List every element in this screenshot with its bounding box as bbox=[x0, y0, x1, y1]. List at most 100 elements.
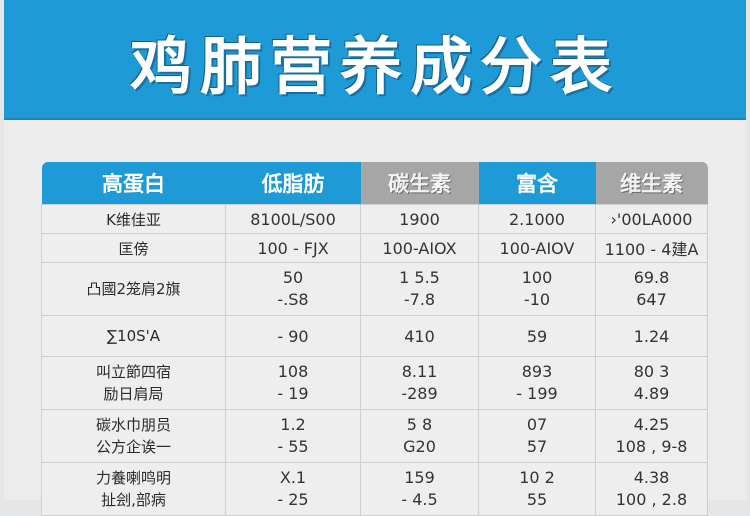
header-vitamin: 维生素 bbox=[595, 162, 708, 205]
table-row: 凸國2笼肩2旗 50 -.S8 1 5.5 -7.8 100 -10 69.8 647 bbox=[41, 262, 708, 316]
value-text: 100-AIOX bbox=[382, 238, 457, 258]
value-text: - 25 bbox=[277, 490, 309, 509]
header-row: 高蛋白 低脂肪 碳生素 富含 维生素 bbox=[41, 162, 708, 205]
value-text: 1100 - 4建A bbox=[604, 240, 699, 259]
value-cell: 4.25 108 , 9-8 bbox=[595, 409, 708, 463]
value-cell: 100-AIOX bbox=[360, 233, 479, 263]
row-label-text: 叫立節四宿 bbox=[95, 363, 171, 381]
table-row: 力養喇鸣明扯刽,部病 X.1 - 25 159 - 4.5 10 2 55 4.38 100 ,… bbox=[41, 462, 708, 516]
value-text: 5 8 bbox=[406, 415, 433, 434]
value-cell: 80 3 4.89 bbox=[595, 356, 708, 410]
value-cell: 4.38 100 , 2.8 bbox=[595, 462, 708, 516]
value-cell: 100-AIOV bbox=[478, 233, 596, 263]
value-text: 55 bbox=[526, 490, 548, 509]
value-cell: 8.11 -289 bbox=[360, 356, 479, 410]
value-text: 100 - FJX bbox=[257, 238, 329, 258]
value-cell: - 90 bbox=[225, 315, 361, 357]
table-row: K维佳亚 8100L/S00 1900 2.1000 ›'00LA000 bbox=[41, 204, 708, 234]
value-text: 1.24 bbox=[633, 326, 670, 346]
row-label-text: 碳水巾朋员 bbox=[95, 416, 171, 434]
value-cell: X.1 - 25 bbox=[225, 462, 361, 516]
value-text: 4.25 bbox=[633, 415, 670, 434]
value-cell: 1100 - 4建A bbox=[595, 233, 708, 263]
row-label-text: ∑10S'A bbox=[106, 327, 161, 345]
value-text: 57 bbox=[526, 437, 548, 456]
row-label-cell: 凸國2笼肩2旗 bbox=[41, 262, 226, 316]
value-text: 100-AIOV bbox=[499, 238, 575, 258]
value-text: - 4.5 bbox=[401, 490, 438, 509]
row-label-text: 凸國2笼肩2旗 bbox=[86, 280, 181, 298]
row-label-text: 力養喇鸣明 bbox=[95, 469, 171, 487]
value-cell: 10 2 55 bbox=[478, 462, 596, 516]
value-cell: 2.1000 bbox=[478, 204, 596, 234]
value-text: 100 , 2.8 bbox=[615, 490, 688, 509]
row-label-cell: 碳水巾朋员公方企诶一 bbox=[41, 409, 226, 463]
value-text: 8.11 bbox=[401, 362, 438, 381]
value-text: 410 bbox=[404, 326, 435, 346]
value-cell: 893 - 199 bbox=[478, 356, 596, 410]
row-label-text: 扯刽,部病 bbox=[101, 491, 166, 509]
table-row: 匡傍 100 - FJX 100-AIOX 100-AIOV 1100 - 4建A bbox=[41, 233, 708, 263]
value-text: 100 bbox=[521, 268, 553, 287]
value-cell: 5 8 G20 bbox=[360, 409, 479, 463]
header-low-fat: 低脂肪 bbox=[225, 162, 361, 205]
value-text: 1 5.5 bbox=[399, 268, 440, 287]
value-text: 108 bbox=[277, 362, 309, 381]
value-text: 4.89 bbox=[633, 384, 670, 403]
value-text: X.1 bbox=[279, 468, 307, 487]
value-text: -7.8 bbox=[403, 290, 436, 309]
value-cell: 69.8 647 bbox=[595, 262, 708, 316]
header-rich: 富含 bbox=[478, 162, 596, 205]
value-cell: 1.24 bbox=[595, 315, 708, 357]
row-label-cell: 叫立節四宿 励日肩局 bbox=[41, 356, 226, 410]
value-text: 59 bbox=[526, 326, 548, 346]
nutrition-table-container: 高蛋白 低脂肪 碳生素 富含 维生素 K维佳亚 8100L/S00 1900 2.10… bbox=[41, 162, 708, 516]
value-text: 4.38 bbox=[633, 468, 670, 487]
value-cell: 1900 bbox=[360, 204, 479, 234]
value-text: 159 bbox=[404, 468, 435, 487]
value-cell: 8100L/S00 bbox=[225, 204, 361, 234]
header-high-protein: 高蛋白 bbox=[41, 162, 226, 205]
value-text: -289 bbox=[401, 384, 438, 403]
value-cell: 1 5.5 -7.8 bbox=[360, 262, 479, 316]
value-text: 80 3 bbox=[633, 362, 670, 381]
value-cell: 108 - 19 bbox=[225, 356, 361, 410]
value-text: -10 bbox=[523, 290, 551, 309]
value-text: 8100L/S00 bbox=[250, 209, 336, 229]
value-cell: 07 57 bbox=[478, 409, 596, 463]
value-cell: 100 - FJX bbox=[225, 233, 361, 263]
value-text: 108 , 9-8 bbox=[615, 437, 688, 456]
row-label-text: 励日肩局 bbox=[103, 385, 164, 403]
value-cell: 410 bbox=[360, 315, 479, 357]
row-label-cell: K维佳亚 bbox=[41, 204, 226, 234]
row-label-text: 公方企诶一 bbox=[95, 438, 171, 456]
value-cell: 1.2 - 55 bbox=[225, 409, 361, 463]
row-label-text: K维佳亚 bbox=[106, 210, 161, 229]
value-text: 1.2 bbox=[280, 415, 306, 434]
value-cell: 59 bbox=[478, 315, 596, 357]
header-carb: 碳生素 bbox=[360, 162, 479, 205]
row-label-cell: 匡傍 bbox=[41, 233, 226, 263]
value-cell: 50 -.S8 bbox=[225, 262, 361, 316]
row-label-cell: ∑10S'A bbox=[41, 315, 226, 357]
page-title: 鸡肺营养成分表 bbox=[129, 30, 620, 103]
value-text: G20 bbox=[403, 437, 436, 456]
value-text: 2.1000 bbox=[509, 209, 565, 229]
nutrition-table: 高蛋白 低脂肪 碳生素 富含 维生素 K维佳亚 8100L/S00 1900 2.10… bbox=[41, 162, 708, 516]
table-row: 碳水巾朋员 公方企诶一 1.2- 55 5 8 G20 07 57 4.25 108 , 9-8 bbox=[41, 409, 708, 463]
value-cell: 159 - 4.5 bbox=[360, 462, 479, 516]
value-text: 50 bbox=[282, 268, 304, 287]
value-text: 893 bbox=[521, 362, 553, 381]
row-label-text: 匡傍 bbox=[118, 239, 149, 258]
value-text: - 199 bbox=[516, 384, 558, 403]
value-cell: ›'00LA000 bbox=[595, 204, 708, 234]
value-text: 07 bbox=[526, 415, 548, 434]
value-text: 10 2 bbox=[519, 468, 555, 487]
table-row: 叫立節四宿 励日肩局 108 - 19 8.11 -289 893 - 199 80 3 4.89 bbox=[41, 356, 708, 410]
row-label-cell: 力養喇鸣明扯刽,部病 bbox=[41, 462, 226, 516]
value-text: 1900 bbox=[399, 209, 440, 229]
value-text: 647 bbox=[636, 290, 667, 309]
value-text: ›'00LA000 bbox=[610, 209, 693, 229]
title-banner: 鸡肺营养成分表 bbox=[4, 0, 746, 120]
value-text: - 55 bbox=[277, 437, 309, 456]
